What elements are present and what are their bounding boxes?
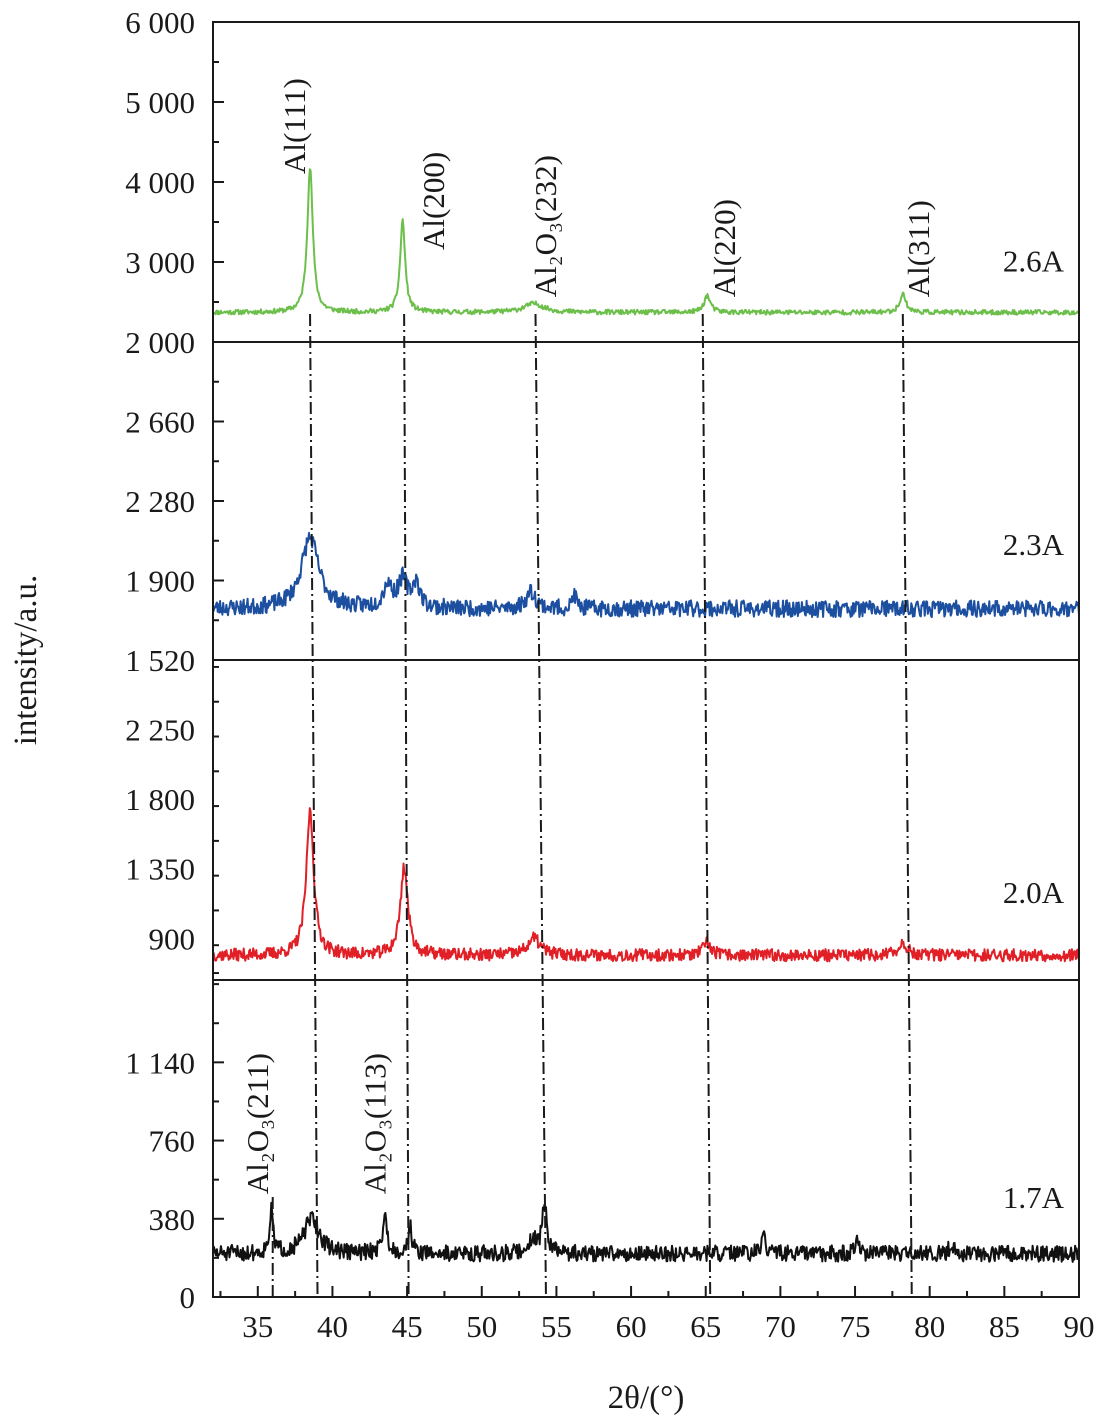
- x-tick-label: 70: [765, 1309, 796, 1344]
- x-tick-label: 90: [1064, 1309, 1095, 1344]
- panel-frame: [212, 659, 1080, 981]
- series-line-2.0A: [212, 807, 1080, 963]
- frame-layer: [212, 21, 1080, 1298]
- y-tick-label: 0: [180, 1280, 196, 1315]
- series-label-2.0A: 2.0A: [1003, 875, 1065, 910]
- panel-frame: [212, 979, 1080, 1298]
- panel-2.6A: 2 000 3 000 4 000 5 000 6 000 2.6A Al(111) Al(2…: [125, 5, 1080, 360]
- x-tick-label: 45: [392, 1309, 423, 1344]
- x-axis: 35 40 45 50 55 60 65 70 75 80 85 90: [219, 1286, 1095, 1344]
- peak-label: Al(220): [707, 199, 742, 297]
- peak-label: Al(200): [416, 152, 451, 250]
- panels-layer: 2 000 3 000 4 000 5 000 6 000 2.6A Al(111) Al(2…: [125, 5, 1080, 1315]
- peak-label: Al(311): [901, 200, 936, 297]
- y-tick-label: 2 250: [125, 713, 195, 748]
- x-axis-title: 2θ/(°): [608, 1380, 685, 1416]
- series-line-2.6A: [212, 168, 1080, 316]
- peak-guide-line: [403, 313, 410, 1298]
- y-tick-label: 4 000: [125, 165, 195, 200]
- y-tick-label: 1 140: [125, 1045, 195, 1080]
- y-tick-label: 1 350: [125, 852, 195, 887]
- peak-label: Al₂O₃(211): [240, 1053, 275, 1194]
- y-tick-label: 1 800: [125, 782, 195, 817]
- panel-frame: [212, 21, 1080, 343]
- x-tick-label: 35: [242, 1309, 273, 1344]
- y-tick-label: 6 000: [125, 5, 195, 40]
- y-tick-label: 2 280: [125, 484, 195, 519]
- y-tick-label: 380: [149, 1202, 196, 1237]
- y-tick-label: 3 000: [125, 245, 195, 280]
- y-tick-label: 900: [149, 921, 196, 956]
- y-axis-title: intensity/a.u.: [8, 575, 44, 745]
- series-label-2.3A: 2.3A: [1003, 527, 1065, 562]
- peak-guide-line: [534, 313, 547, 1298]
- series-label-2.6A: 2.6A: [1003, 244, 1065, 279]
- x-tick-label: 50: [466, 1309, 497, 1344]
- x-tick-label: 65: [690, 1309, 721, 1344]
- y-tick-label: 5 000: [125, 85, 195, 120]
- y-tick-label: 760: [149, 1124, 196, 1159]
- y-tick-label: 1 520: [125, 643, 195, 678]
- series-label-1.7A: 1.7A: [1003, 1180, 1065, 1215]
- series-line-1.7A: [212, 1201, 1080, 1263]
- x-tick-label: 55: [541, 1309, 572, 1344]
- peak-label: Al₂O₃(113): [358, 1053, 393, 1194]
- guide-lines: [271, 313, 913, 1298]
- x-tick-label: 60: [616, 1309, 647, 1344]
- peak-label: Al₂O₃(232): [528, 155, 563, 297]
- panel-1.7A: 0 380 760 1 140 1.7A Al₂O₃(211) Al₂O₃(113): [125, 983, 1080, 1315]
- peak-guide-line: [309, 313, 319, 1298]
- x-tick-label: 80: [914, 1309, 945, 1344]
- y-tick-label: 2 000: [125, 325, 195, 360]
- panel-2.0A: 900 1 350 1 800 2 250 2.0A: [125, 665, 1080, 981]
- y-tick-label: 2 660: [125, 405, 195, 440]
- panel-2.3A: 1 520 1 900 2 280 2 660 2.3A: [125, 341, 1080, 678]
- x-tick-label: 85: [989, 1309, 1020, 1344]
- x-tick-label: 75: [840, 1309, 871, 1344]
- peak-guide-line: [901, 313, 913, 1298]
- peak-guide-line: [701, 313, 712, 1298]
- peak-label: Al(111): [277, 78, 312, 174]
- y-tick-label: 1 900: [125, 564, 195, 599]
- x-tick-label: 40: [317, 1309, 348, 1344]
- series-line-2.3A: [212, 531, 1080, 619]
